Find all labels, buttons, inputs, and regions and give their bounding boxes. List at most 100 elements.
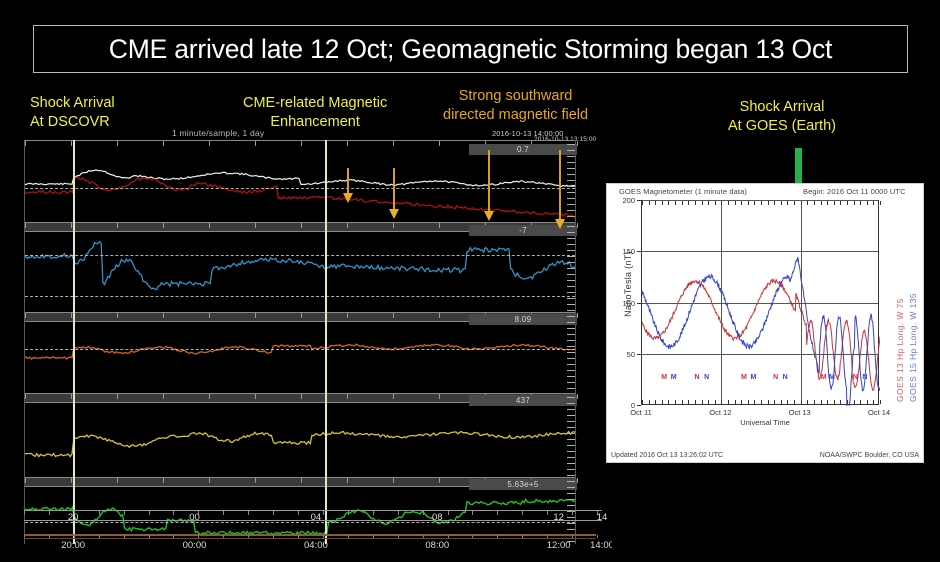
goes-gridline-y-200 xyxy=(642,200,878,201)
goes-x-tickmark xyxy=(767,400,769,404)
goes-x-tick-0: Oct 11 xyxy=(630,408,652,417)
panel-zero-dashline xyxy=(25,188,575,189)
goes-x-tickmark-top xyxy=(761,201,762,205)
goes-x-tick-3: Oct 14 xyxy=(867,408,891,417)
goes-x-tickmark-top xyxy=(642,201,643,205)
goes-x-tickmark xyxy=(655,400,657,404)
axis-rule-top xyxy=(24,510,602,511)
goes-x-tickmark xyxy=(708,400,710,404)
goes-x-tickmark-top xyxy=(787,201,789,205)
goes-y-tick-150: 150 xyxy=(622,247,635,257)
goes-x-tickmark-top xyxy=(820,201,822,205)
axis-brown-bar-2 xyxy=(24,538,597,539)
dscovr-axis-tick-full-4: 12:00 xyxy=(546,540,571,551)
goes-x-tickmark-top xyxy=(860,201,862,205)
page-title: CME arrived late 12 Oct; Geomagnetic Sto… xyxy=(108,33,833,64)
goes-legend-red: GOES 13 Hp Long. W 75 xyxy=(895,298,905,402)
slide-title-box: CME arrived late 12 Oct; Geomagnetic Sto… xyxy=(33,25,908,73)
goes-x-tick-1: Oct 12 xyxy=(709,408,732,417)
goes-x-tickmark-top xyxy=(813,201,815,205)
goes-x-tickmark-top xyxy=(714,201,716,205)
goes-mn-marker-5: M xyxy=(750,374,757,381)
goes-magnetometer-plot[interactable]: GOES Magnetometer (1 minute data) Begin:… xyxy=(606,183,924,463)
goes-x-tickmark xyxy=(807,400,809,404)
goes-x-tickmark-top xyxy=(721,201,723,205)
goes-x-tickmark xyxy=(681,400,683,404)
goes-x-tickmark xyxy=(701,400,703,404)
panel-grey-band xyxy=(25,312,575,321)
annotation-line-1: Shock Arrival xyxy=(739,99,825,115)
event-line-cme-enhancement xyxy=(325,140,327,544)
panel-top-rule xyxy=(25,140,575,141)
dscovr-axis-tick-4: 12 xyxy=(553,512,564,523)
goes-x-tickmark-top xyxy=(727,201,729,205)
dscovr-axis-tick-full-5: 14:00 xyxy=(590,540,612,551)
panel-top-rule xyxy=(25,312,575,313)
goes-legend-blue: GOES 15 Hp Long. W 135 xyxy=(908,293,918,402)
goes-mn-marker-2: N xyxy=(694,374,700,381)
goes-x-tickmark-top xyxy=(833,201,835,205)
goes-x-tickmark xyxy=(800,400,802,404)
goes-x-tickmark-top xyxy=(846,201,848,205)
dscovr-axis-tick-2: 04 xyxy=(310,512,322,523)
goes-x-tickmark xyxy=(880,400,881,404)
panel-tick-row xyxy=(25,223,578,228)
goes-x-tickmark xyxy=(860,400,862,404)
panel-right-ticks xyxy=(567,140,575,222)
dscovr-panel-magnetic-field: 0.7 xyxy=(24,140,578,222)
panel-top-rule-2 xyxy=(25,486,575,487)
goes-mn-marker-6: N xyxy=(773,374,779,381)
goes-x-tickmark xyxy=(734,400,736,404)
goes-y-tick-200: 200 xyxy=(622,196,635,205)
dscovr-axis-tick-full-3: 08:00 xyxy=(425,540,450,551)
goes-y-tick-50: 50 xyxy=(626,349,635,359)
annotation-shock-arrival-dscovr: Shock Arrival At DSCOVR xyxy=(30,94,115,132)
panel-top-rule-2 xyxy=(25,231,575,232)
panel-right-ticks xyxy=(567,312,575,393)
goes-x-tickmark xyxy=(846,400,848,404)
goes-x-tick-2: Oct 13 xyxy=(788,408,811,417)
panel-top-rule-2 xyxy=(25,321,575,322)
axis-brown-bar xyxy=(24,534,597,536)
goes-mn-marker-4: M xyxy=(740,374,747,381)
goes-x-tickmark xyxy=(761,400,762,404)
goes-x-tickmark-top xyxy=(794,201,796,205)
goes-y-axis-title: NanoTesla (nT) xyxy=(623,251,633,317)
dscovr-value-box-4: 437 xyxy=(469,395,577,406)
goes-x-tickmark xyxy=(668,400,670,404)
goes-plot-frame xyxy=(641,200,881,406)
goes-x-tickmark-top xyxy=(853,201,855,205)
dscovr-axis-tick-full-2: 04:00 xyxy=(303,540,328,551)
goes-x-tickmark-top xyxy=(754,201,756,205)
goes-x-tickmark xyxy=(820,400,822,404)
annotation-southward-field: Strong southward directed magnetic field xyxy=(443,87,588,125)
panel-dashline-lower xyxy=(25,296,575,297)
goes-x-tickmark-top xyxy=(701,201,703,205)
goes-x-tickmark xyxy=(794,400,796,404)
dscovr-sample-label: 1 minute/sample, 1 day xyxy=(172,128,265,138)
goes-x-tickmark-top xyxy=(688,201,690,205)
goes-y-tickmark xyxy=(637,302,641,304)
panel-dashline-upper xyxy=(25,255,575,256)
goes-mn-marker-9: M xyxy=(829,374,835,381)
goes-x-tickmark-top xyxy=(675,201,677,205)
goes-x-tickmark xyxy=(721,400,723,404)
axis-rule-bottom xyxy=(24,520,602,521)
dscovr-solar-wind-plot[interactable]: 1 minute/sample, 1 day 2016-10-13 14:00:… xyxy=(0,128,612,556)
dscovr-value-box-5: 5.63e+5 xyxy=(469,479,577,490)
goes-y-tickmark xyxy=(637,251,641,253)
dscovr-panel-temperature: 5.63e+5 xyxy=(24,477,578,544)
goes-x-tickmark xyxy=(780,400,782,404)
event-line-shock-arrival xyxy=(73,140,75,544)
panel-tick-row xyxy=(25,141,578,146)
goes-x-tickmark xyxy=(774,400,776,404)
goes-x-tickmark-top xyxy=(694,201,696,205)
annotation-line-1: Strong southward xyxy=(458,88,573,104)
gold-arrow-4-icon xyxy=(555,150,565,229)
panel-right-ticks xyxy=(567,393,575,477)
goes-mn-marker-7: N xyxy=(782,374,788,381)
goes-x-tickmark xyxy=(813,400,815,404)
goes-x-tickmark-top xyxy=(661,201,663,205)
annotation-cme-enhancement: CME-related Magnetic Enhancement xyxy=(243,94,387,132)
dscovr-x-axis: 20 20:00 00 00:00 04 04:00 08 08:00 12 12:00 14 14:… xyxy=(24,510,612,556)
